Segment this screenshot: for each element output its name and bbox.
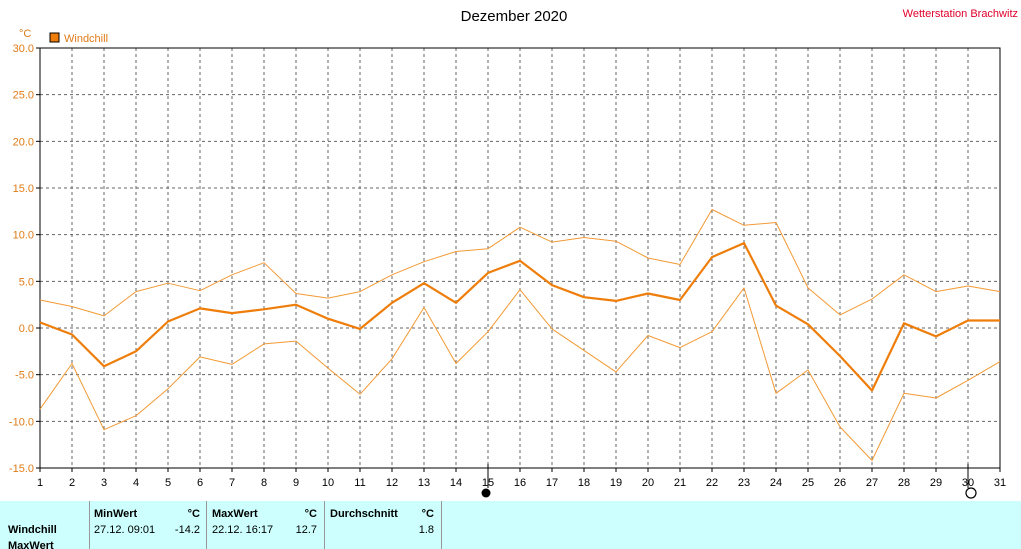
grid (39, 47, 1001, 469)
min-header: MinWert (94, 508, 138, 520)
x-tick-label: 25 (802, 477, 814, 489)
x-tick-label: 22 (706, 477, 718, 489)
x-tick-label: 31 (994, 477, 1006, 489)
full-moon-icon (965, 487, 977, 499)
new-moon-icon (481, 488, 491, 498)
x-tick-label: 17 (546, 477, 558, 489)
x-tick-label: 9 (293, 477, 299, 489)
station-name: Wetterstation Brachwitz (903, 8, 1018, 20)
min-unit: °C (187, 508, 200, 520)
avg-value: 1.8 (418, 524, 434, 536)
y-tick-label: 30.0 (13, 43, 34, 55)
x-tick-label: 21 (674, 477, 686, 489)
y-tick-label: 15.0 (13, 183, 34, 195)
x-tick-label: 8 (261, 477, 267, 489)
row-label-maxwert: MaxWert (8, 540, 54, 549)
column-separator (89, 501, 90, 549)
max-datetime: 22.12. 16:17 (212, 524, 274, 536)
x-tick-label: 24 (770, 477, 782, 489)
max-value: 12.7 (295, 524, 317, 536)
x-tick-label: 1 (37, 477, 43, 489)
min-value: -14.2 (174, 524, 200, 536)
y-axis: 30.0 25.0 20.0 15.0 10.0 5.0 0.0 -5.0 -10.0 -15.0 (9, 43, 40, 475)
chart-title: Dezember 2020 (461, 8, 568, 25)
x-tick-label: 23 (738, 477, 750, 489)
x-tick-label: 19 (610, 477, 622, 489)
x-tick-label: 13 (418, 477, 430, 489)
y-tick-label: 20.0 (13, 136, 34, 148)
y-tick-label: 10.0 (13, 230, 34, 242)
avg-unit: °C (421, 508, 434, 520)
x-tick-label: 14 (450, 477, 462, 489)
x-tick-label: 6 (197, 477, 203, 489)
column-separator (441, 501, 442, 549)
y-tick-label: 25.0 (13, 90, 34, 102)
x-tick-label: 18 (578, 477, 590, 489)
series-line-max (39, 209, 1001, 317)
column-separator (324, 501, 325, 549)
y-tick-label: -10.0 (9, 416, 34, 428)
avg-header: Durchschnitt (330, 508, 398, 520)
statistics-table: Windchill MaxWert MinWert °C 27.12. 09:0… (0, 501, 1021, 549)
max-unit: °C (304, 508, 317, 520)
windchill-chart: Dezember 2020 Wetterstation Brachwitz °C… (9, 8, 1018, 499)
x-tick-label: 7 (229, 477, 235, 489)
x-axis: 1 2 3 4 5 6 7 8 9 10 11 12 13 14 15 16 17 18 19 20 21 22 23 24 2… (37, 468, 1006, 489)
x-tick-label: 26 (834, 477, 846, 489)
x-tick-label: 2 (69, 477, 75, 489)
y-tick-label: 5.0 (19, 276, 34, 288)
series-lines (39, 209, 1001, 461)
x-tick-label: 3 (101, 477, 107, 489)
x-tick-label: 12 (386, 477, 398, 489)
series-line-min (39, 287, 1001, 461)
x-tick-label: 5 (165, 477, 171, 489)
legend-label: Windchill (64, 33, 108, 45)
y-tick-label: -15.0 (9, 463, 34, 475)
min-datetime: 27.12. 09:01 (94, 524, 156, 536)
y-tick-label: 0.0 (19, 323, 34, 335)
x-tick-label: 29 (930, 477, 942, 489)
x-tick-label: 11 (354, 477, 365, 489)
x-tick-label: 4 (133, 477, 139, 489)
moon-markers (481, 464, 977, 499)
y-tick-label: -5.0 (15, 370, 34, 382)
max-header: MaxWert (212, 508, 258, 520)
y-axis-unit: °C (19, 28, 31, 40)
row-label-windchill: Windchill (8, 524, 57, 536)
x-tick-label: 10 (322, 477, 334, 489)
series-line-mean (39, 242, 1000, 392)
x-tick-label: 20 (642, 477, 654, 489)
column-separator (206, 501, 207, 549)
x-tick-label: 27 (866, 477, 878, 489)
x-tick-label: 28 (898, 477, 910, 489)
x-tick-label: 16 (514, 477, 526, 489)
legend-swatch (49, 32, 60, 43)
